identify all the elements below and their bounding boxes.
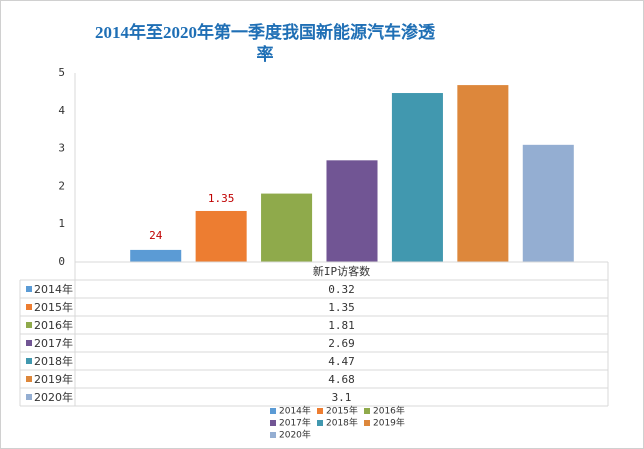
table-swatch [26,376,32,382]
legend-label: 2020年 [279,429,311,441]
legend-swatch [270,420,276,426]
table-cell: 0.32 [328,283,355,296]
bar [457,85,509,262]
table-swatch [26,322,32,328]
table-row-label: 2016年 [34,318,73,332]
legend-label: 2019年 [373,417,405,429]
table-swatch [26,394,32,400]
table-swatch [26,304,32,310]
table-row-label: 2019年 [34,372,73,386]
table-row-label: 2018年 [34,354,73,368]
bar [195,210,247,262]
table-cell: 4.68 [328,373,355,386]
legend-label: 2017年 [279,417,311,429]
table-swatch [26,358,32,364]
legend-label: 2018年 [326,417,358,429]
table-row-label: 2020年 [34,390,73,404]
data-label: 1.35 [208,192,235,205]
table-cell: 2.69 [328,337,355,350]
annotation: 24 [149,229,163,242]
legend-label: 2016年 [373,405,405,417]
table-header: 新IP访客数 [313,264,370,278]
table-cell: 3.1 [332,391,352,404]
bar [261,193,313,262]
legend-swatch [317,420,323,426]
table-row-label: 2014年 [34,282,73,296]
chart-title: 2014年至2020年第一季度我国新能源汽车渗透率 [95,23,435,64]
legend-label: 2014年 [279,405,311,417]
table-swatch [26,340,32,346]
y-tick-label: 4 [58,104,65,117]
y-tick-label: 3 [58,142,65,155]
bar [391,93,443,262]
y-tick-label: 5 [58,66,65,79]
table-swatch [26,286,32,292]
table-cell: 1.35 [328,301,355,314]
bar [522,144,574,262]
bar [130,249,182,262]
y-tick-label: 1 [58,217,65,230]
table-cell: 4.47 [328,355,355,368]
table-row-label: 2015年 [34,300,73,314]
legend-label: 2015年 [326,405,358,417]
legend-swatch [270,408,276,414]
legend-swatch [364,408,370,414]
table-cell: 1.81 [328,319,355,332]
legend-swatch [270,432,276,438]
y-tick-label: 2 [58,179,65,192]
bar [326,160,378,262]
legend-swatch [317,408,323,414]
legend-swatch [364,420,370,426]
table-row-label: 2017年 [34,336,73,350]
y-tick-label: 0 [58,255,65,268]
